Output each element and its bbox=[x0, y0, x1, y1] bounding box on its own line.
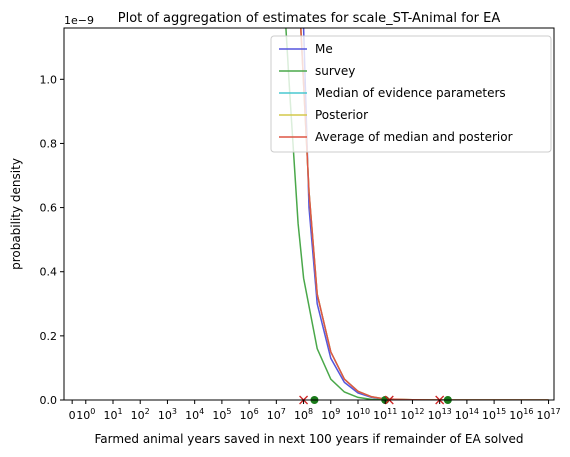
y-tick-label-5: 1.0 bbox=[40, 73, 58, 86]
y-offset-text: 1e−9 bbox=[64, 14, 94, 27]
y-tick-label-3: 0.6 bbox=[40, 202, 58, 215]
legend-label-0: Me bbox=[315, 42, 333, 56]
legend: Me survey Median of evidence parameters Pos… bbox=[270, 35, 552, 153]
y-tick-label-2: 0.4 bbox=[40, 266, 58, 279]
y-tick-label-4: 0.8 bbox=[40, 137, 58, 150]
legend-label-1: survey bbox=[315, 64, 355, 78]
x-tick-label-0: 0 bbox=[69, 409, 76, 422]
y-axis-label: probability density bbox=[9, 158, 23, 270]
legend-label-4: Average of median and posterior bbox=[315, 130, 513, 144]
legend-box bbox=[270, 35, 552, 153]
x-axis-label: Farmed animal years saved in next 100 ye… bbox=[94, 432, 523, 446]
plot-frame bbox=[63, 27, 555, 401]
legend-label-3: Posterior bbox=[315, 108, 368, 122]
y-axis: 0.0 0.2 0.4 0.6 0.8 1.0 bbox=[40, 73, 64, 407]
y-tick-label-1: 0.2 bbox=[40, 330, 58, 343]
chart-title: Plot of aggregation of estimates for sca… bbox=[118, 11, 501, 26]
y-tick-label-0: 0.0 bbox=[40, 394, 58, 407]
legend-label-2: Median of evidence parameters bbox=[315, 86, 506, 100]
